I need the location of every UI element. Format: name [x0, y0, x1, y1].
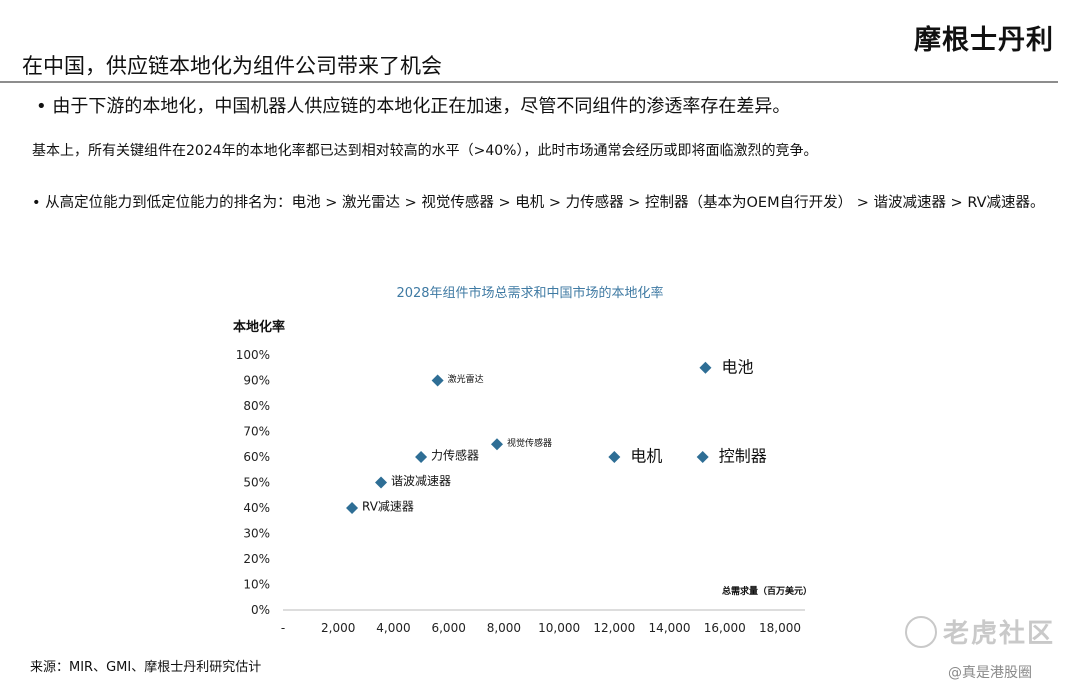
body-paragraph: 基本上，所有关键组件在2024年的本地化率都已达到相对较高的水平（>40%），此…: [32, 143, 818, 159]
x-tick-labels: - 2,000 4,000 6,000 8,000 10,000 12,000 14,000 1…: [281, 621, 801, 635]
x-tick-label: 18,000: [759, 621, 801, 635]
x-tick-label: 2,000: [321, 621, 355, 635]
y-tick-label: 0%: [251, 603, 270, 617]
data-point-marker: [490, 438, 503, 451]
bullet-point-1: • 由于下游的本地化，中国机器人供应链的本地化正在加速，尽管不同组件的渗透率存在…: [36, 96, 791, 117]
y-tick-label: 10%: [243, 578, 270, 592]
x-tick-label: 8,000: [487, 621, 521, 635]
y-tick-label: 20%: [243, 552, 270, 566]
x-axis-title: 总需求量（百万美元）: [722, 585, 812, 597]
data-point-marker: [699, 361, 712, 374]
watermark-text: 老虎社区: [943, 619, 1056, 649]
x-tick-label: 16,000: [704, 621, 746, 635]
data-point-label: 电机: [630, 447, 662, 466]
y-tick-label: 70%: [243, 425, 270, 439]
data-point-label: 谐波减速器: [391, 474, 451, 488]
x-tick-label: 12,000: [593, 621, 635, 635]
y-axis-title: 本地化率: [233, 319, 285, 335]
watermark-handle: @真是港股圈: [948, 665, 1032, 681]
chart-title: 2028年组件市场总需求和中国市场的本地化率: [396, 285, 663, 301]
data-point-label: 力传感器: [431, 448, 479, 463]
y-tick-label: 40%: [243, 501, 270, 515]
x-tick-label: 6,000: [431, 621, 465, 635]
data-point-marker: [346, 502, 359, 514]
title-divider: [0, 81, 1058, 83]
brand-logo-text: 摩根士丹利: [914, 25, 1054, 56]
x-tick-label: 14,000: [649, 621, 691, 635]
bullet-point-2: • 从高定位能力到低定位能力的排名为：电池 > 激光雷达 > 视觉传感器 > 电…: [32, 195, 1045, 211]
y-tick-label: 60%: [243, 450, 270, 464]
x-tick-label: -: [281, 621, 285, 635]
data-point-label: RV减速器: [362, 500, 414, 514]
source-note: 来源：MIR、GMI、摩根士丹利研究估计: [30, 660, 262, 675]
page-title: 在中国，供应链本地化为组件公司带来了机会: [22, 54, 442, 78]
data-point-marker: [415, 451, 428, 463]
data-point-label: 激光雷达: [448, 373, 484, 385]
watermark: 老虎社区: [905, 613, 1055, 651]
y-tick-label: 100%: [236, 348, 270, 362]
data-point-marker: [375, 476, 388, 489]
data-point-label: 视觉传感器: [507, 437, 552, 449]
data-point-marker: [431, 374, 444, 387]
data-point-marker: [696, 451, 709, 463]
x-tick-label: 4,000: [376, 621, 410, 635]
watermark-logo-icon: [905, 615, 937, 648]
x-tick-label: 10,000: [538, 621, 580, 635]
data-point-label: 电池: [721, 357, 753, 376]
data-point-marker: [608, 451, 621, 463]
y-tick-label: 80%: [243, 399, 270, 413]
y-tick-label: 90%: [243, 374, 270, 388]
y-tick-labels: 0% 10% 20% 30% 40% 50% 60% 70% 80% 90% 100%: [236, 348, 270, 617]
y-tick-label: 30%: [243, 527, 270, 541]
y-tick-label: 50%: [243, 476, 270, 490]
data-point-label: 控制器: [719, 447, 767, 466]
